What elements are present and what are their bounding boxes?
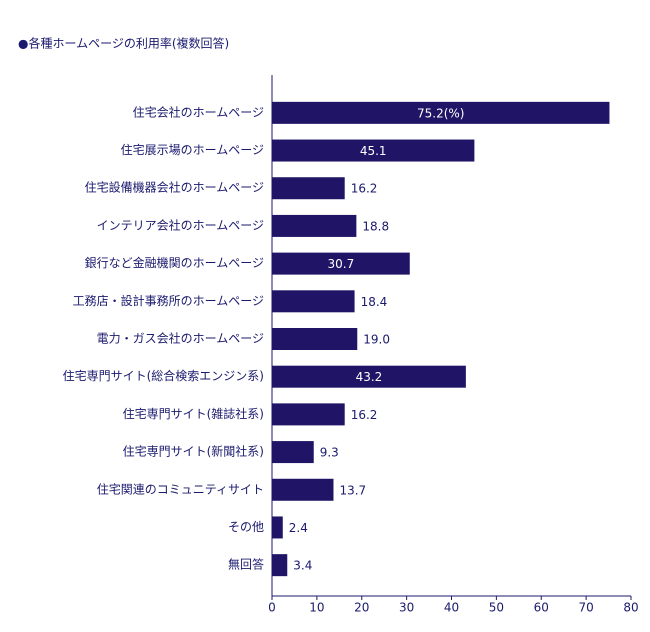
x-tick-label: 0 — [268, 601, 276, 615]
data-label: 18.8 — [362, 219, 389, 233]
y-tick-label: 工務店・設計事務所のホームページ — [73, 293, 264, 308]
data-label: 2.4 — [289, 521, 308, 535]
y-tick-label: 住宅専門サイト(総合検索エンジン系) — [63, 368, 264, 383]
data-label: 3.4 — [293, 559, 312, 573]
x-tick-label: 40 — [444, 601, 459, 615]
x-tick-label: 80 — [623, 601, 638, 615]
y-tick-label: 無回答 — [228, 557, 264, 572]
bar — [272, 403, 345, 426]
y-tick-label: その他 — [228, 520, 264, 534]
y-tick-label: 住宅専門サイト(新聞社系) — [123, 444, 264, 459]
y-tick-label: インテリア会社のホームページ — [97, 217, 264, 232]
data-label: 75.2(%) — [417, 106, 464, 120]
bar — [272, 177, 345, 200]
bar — [272, 139, 475, 162]
bar — [272, 328, 358, 350]
bar — [272, 365, 466, 388]
y-tick-label: 住宅会社のホームページ — [133, 104, 264, 119]
x-tick-label: 70 — [578, 601, 593, 615]
x-tick-label: 50 — [489, 601, 504, 615]
y-tick-label: 住宅関連のコミュニティサイト — [97, 481, 264, 496]
bar — [272, 252, 410, 275]
data-label: 18.4 — [361, 295, 388, 309]
bar — [272, 554, 288, 577]
bar — [272, 214, 357, 237]
bar — [272, 516, 283, 539]
bar — [272, 101, 610, 124]
bar — [272, 290, 355, 313]
y-tick-label: 銀行など金融機関のホームページ — [85, 255, 264, 270]
y-tick-label: 住宅展示場のホームページ — [121, 142, 264, 157]
x-tick-label: 30 — [399, 601, 414, 615]
data-label: 43.2 — [356, 370, 383, 384]
x-tick-label: 10 — [309, 601, 324, 615]
x-tick-label: 60 — [534, 601, 549, 615]
data-label: 30.7 — [328, 257, 355, 271]
y-tick-label: 住宅専門サイト(雑誌社系) — [123, 406, 264, 421]
x-tick-label: 20 — [354, 601, 369, 615]
data-label: 16.2 — [351, 408, 378, 422]
bar — [272, 478, 334, 501]
chart-title: ●各種ホームページの利用率(複数回答) — [18, 36, 229, 51]
y-tick-label: 住宅設備機器会社のホームページ — [85, 180, 264, 195]
data-label: 9.3 — [320, 446, 339, 460]
data-label: 19.0 — [363, 333, 390, 347]
bar — [272, 441, 314, 464]
data-label: 45.1 — [360, 144, 387, 158]
y-tick-label: 電力・ガス会社のホームページ — [97, 331, 264, 346]
data-label: 16.2 — [351, 182, 378, 196]
data-label: 13.7 — [339, 483, 366, 497]
